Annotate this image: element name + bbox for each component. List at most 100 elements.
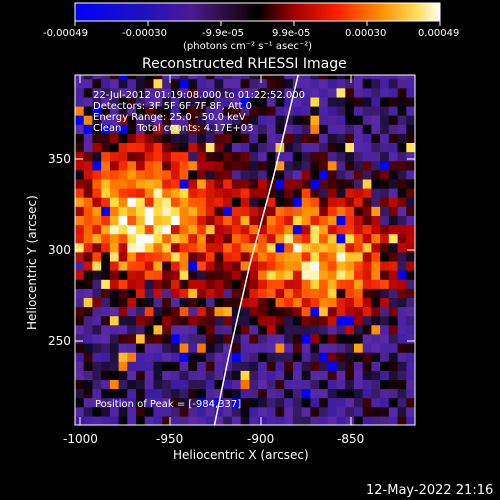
heatmap-cell	[101, 251, 111, 262]
heatmap-cell	[205, 379, 216, 390]
heatmap-cell	[292, 151, 303, 162]
heatmap-cell	[388, 270, 399, 280]
heatmap-cell	[362, 106, 372, 116]
heatmap-cell	[301, 197, 311, 207]
heatmap-cell	[319, 197, 329, 207]
heatmap-cell	[354, 224, 364, 235]
heatmap-cell	[258, 96, 268, 107]
heatmap-cell	[101, 106, 111, 116]
heatmap-cell	[231, 75, 242, 80]
heatmap-cell	[223, 242, 233, 253]
heatmap-cell	[144, 224, 154, 235]
heatmap-cell	[397, 124, 407, 134]
heatmap-cell	[258, 87, 268, 98]
heatmap-cell	[170, 333, 181, 344]
heatmap-cell	[249, 415, 259, 425]
heatmap-cell	[205, 115, 216, 125]
heatmap-cell	[170, 206, 181, 216]
heatmap-cell	[118, 188, 128, 198]
heatmap-cell	[118, 397, 128, 408]
heatmap-cell	[327, 361, 338, 371]
heatmap-cell	[170, 106, 181, 116]
heatmap-cell	[258, 233, 268, 244]
y-tick-label-2: 300	[48, 243, 71, 257]
heatmap-cell	[144, 415, 154, 425]
heatmap-cell	[362, 160, 372, 171]
heatmap-cell	[249, 75, 259, 80]
heatmap-cell	[109, 206, 120, 216]
heatmap-cell	[249, 397, 259, 408]
heatmap-cell	[292, 206, 303, 216]
heatmap-cell	[406, 297, 415, 308]
heatmap-cell	[406, 251, 415, 262]
heatmap-cell	[170, 352, 181, 362]
heatmap-cell	[214, 206, 224, 216]
heatmap-cell	[397, 270, 407, 280]
heatmap-cell	[327, 124, 338, 134]
heatmap-cell	[266, 297, 277, 308]
heatmap-cell	[362, 133, 372, 143]
heatmap-cell	[179, 169, 189, 180]
heatmap-cell	[266, 361, 277, 371]
heatmap-cell	[327, 224, 338, 235]
heatmap-cell	[362, 315, 372, 326]
info-time-range: 22-Jul-2012 01:19:08.000 to 01:22:52.000	[93, 90, 305, 101]
heatmap-cell	[83, 160, 93, 171]
heatmap-cell	[231, 397, 242, 408]
heatmap-cell	[319, 361, 329, 371]
heatmap-cell	[345, 361, 355, 371]
heatmap-cell	[301, 78, 311, 89]
heatmap-cell	[388, 388, 399, 399]
heatmap-cell	[109, 178, 120, 189]
heatmap-cell	[101, 324, 111, 335]
heatmap-cell	[179, 75, 189, 80]
heatmap-cell	[319, 233, 329, 244]
heatmap-cell	[162, 242, 172, 253]
heatmap-cell	[354, 206, 364, 216]
heatmap-cell	[153, 397, 163, 408]
heatmap-cell	[127, 78, 137, 89]
heatmap-cell	[380, 297, 390, 308]
heatmap-cell	[310, 242, 320, 253]
heatmap-cell	[153, 142, 163, 153]
heatmap-cell	[266, 406, 277, 417]
heatmap-cell	[388, 288, 399, 298]
heatmap-cell	[162, 215, 172, 226]
heatmap-cell	[362, 397, 372, 408]
heatmap-cell	[109, 306, 120, 317]
heatmap-cell	[362, 75, 372, 80]
heatmap-cell	[258, 343, 268, 353]
heatmap-cell	[310, 233, 320, 244]
heatmap-cell	[406, 151, 415, 162]
heatmap-cell	[258, 370, 268, 380]
heatmap-cell	[319, 215, 329, 226]
heatmap-cell	[240, 333, 250, 344]
heatmap-cell	[380, 406, 390, 417]
heatmap-cell	[179, 315, 189, 326]
heatmap-cell	[301, 270, 311, 280]
x-tick-label-3: -900	[247, 432, 274, 446]
heatmap-cell	[214, 343, 224, 353]
heatmap-cell	[223, 106, 233, 116]
heatmap-cell	[118, 151, 128, 162]
heatmap-cell	[258, 324, 268, 335]
heatmap-cell	[266, 87, 277, 98]
heatmap-cell	[197, 197, 207, 207]
heatmap-cell	[118, 306, 128, 317]
heatmap-cell	[83, 388, 93, 399]
heatmap-cell	[92, 315, 102, 326]
heatmap-cell	[109, 379, 120, 390]
heatmap-cell	[345, 251, 355, 262]
heatmap-cell	[170, 279, 181, 289]
heatmap-cell	[397, 324, 407, 335]
heatmap-cell	[345, 224, 355, 235]
heatmap-cell	[284, 406, 294, 417]
heatmap-cell	[388, 306, 399, 317]
heatmap-cell	[136, 388, 146, 399]
heatmap-cell	[362, 270, 372, 280]
heatmap-cell	[275, 324, 285, 335]
heatmap-cell	[153, 315, 163, 326]
heatmap-cell	[162, 142, 172, 153]
heatmap-cell	[188, 270, 198, 280]
heatmap-cell	[362, 224, 372, 235]
